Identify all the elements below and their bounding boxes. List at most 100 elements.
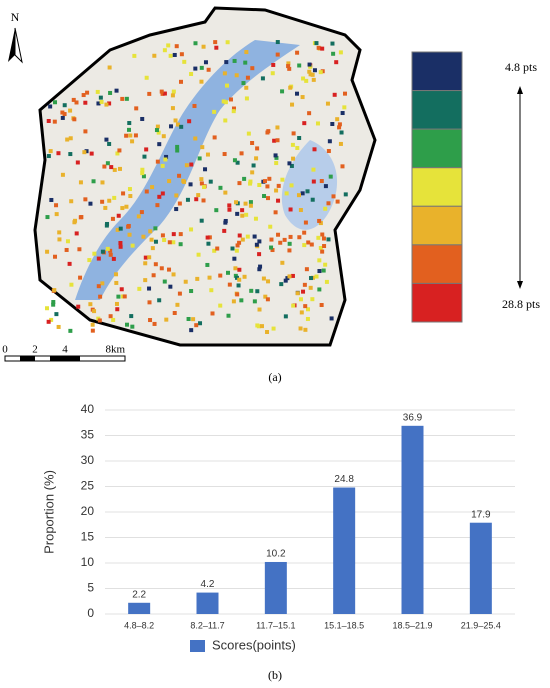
map-dot [144,189,149,194]
map-dot [320,232,325,237]
map-dot [167,179,172,184]
map-dot [54,212,59,217]
map-dot [311,77,316,82]
map-dot [175,122,180,127]
map-dot [91,179,96,184]
map-dot [174,44,179,49]
map-dot [143,261,148,266]
map-dot [116,294,121,299]
map-dot [105,246,110,251]
map-dot [334,60,339,65]
map-dot [127,127,132,132]
y-tick-label: 15 [81,530,95,544]
legend-swatch [190,640,205,652]
map-dot [48,104,53,109]
y-tick-label: 10 [81,555,95,569]
scale-bar [20,356,35,361]
map-dot [210,311,215,316]
map-dot [202,185,207,190]
map-dot [189,289,194,294]
map-dot [124,204,129,209]
map-dot [171,240,176,245]
legend-swatch [411,167,463,207]
map-dot [148,229,153,234]
map-dot [291,156,296,161]
map-dot [171,272,176,277]
map-dot [115,151,120,156]
scale-label: 0 [2,344,8,356]
map-dot [78,180,83,185]
map-dot [105,161,110,166]
map-dot [252,234,257,239]
map-dot [244,96,249,101]
map-dot [270,248,275,253]
map-dot [54,312,59,317]
map-dot [288,234,293,239]
map-dot [280,260,285,265]
map-dot [248,203,253,208]
map-dot [254,156,259,161]
map-dot [89,151,94,156]
map-dot [172,52,177,57]
map-dot [305,189,310,194]
map-dot [54,203,59,208]
map-dot [64,247,69,252]
map-dot [240,213,245,218]
map-dot [177,201,182,206]
map-dot [140,167,145,172]
map-dot [57,237,62,242]
scale-bar [50,356,80,361]
map-dot [147,255,152,260]
map-dot [309,242,314,247]
map-dot [257,267,262,272]
map-dot [78,275,83,280]
map-dot [108,314,113,319]
map-dot [155,159,160,164]
y-tick-label: 20 [81,504,95,518]
map-dot [223,118,228,123]
map-dot [228,97,233,102]
map-dot [68,328,73,333]
map-dot [115,227,120,232]
map-dot [171,232,176,237]
map-dot [160,191,165,196]
map-dot [273,210,278,215]
map-dot [269,237,274,242]
map-dot [302,282,307,287]
map-dot [285,276,290,281]
map-dot [51,302,56,307]
map-dot [298,326,303,331]
map-dot [275,52,280,57]
map-dot [304,267,309,272]
map-dot [310,197,315,202]
map-dot [107,198,112,203]
map-dot [162,48,167,53]
map-dot [72,220,77,225]
map-dot [193,41,198,46]
map-dot [159,89,164,94]
legend-swatch [411,128,463,169]
map-dot [244,50,249,55]
map-dot [266,196,271,201]
map-dot [90,322,95,327]
map-dot [232,256,237,261]
map-dot [289,183,294,188]
map-dot [255,289,260,294]
map-dot [111,317,116,322]
map-dot [267,176,272,181]
map-dot [332,92,337,97]
map-dot [227,282,232,287]
bar [128,602,151,614]
map-dot [243,60,248,65]
map-dot [100,281,105,286]
map-dot [112,195,117,200]
map-dot [212,109,217,114]
map-dot [118,240,123,245]
map-dot [60,115,65,120]
map-dot [299,310,304,315]
map-dot [143,278,148,283]
map-dot [92,251,97,256]
map-dot [107,65,112,70]
map-dot [317,218,322,223]
map-dot [46,154,51,159]
